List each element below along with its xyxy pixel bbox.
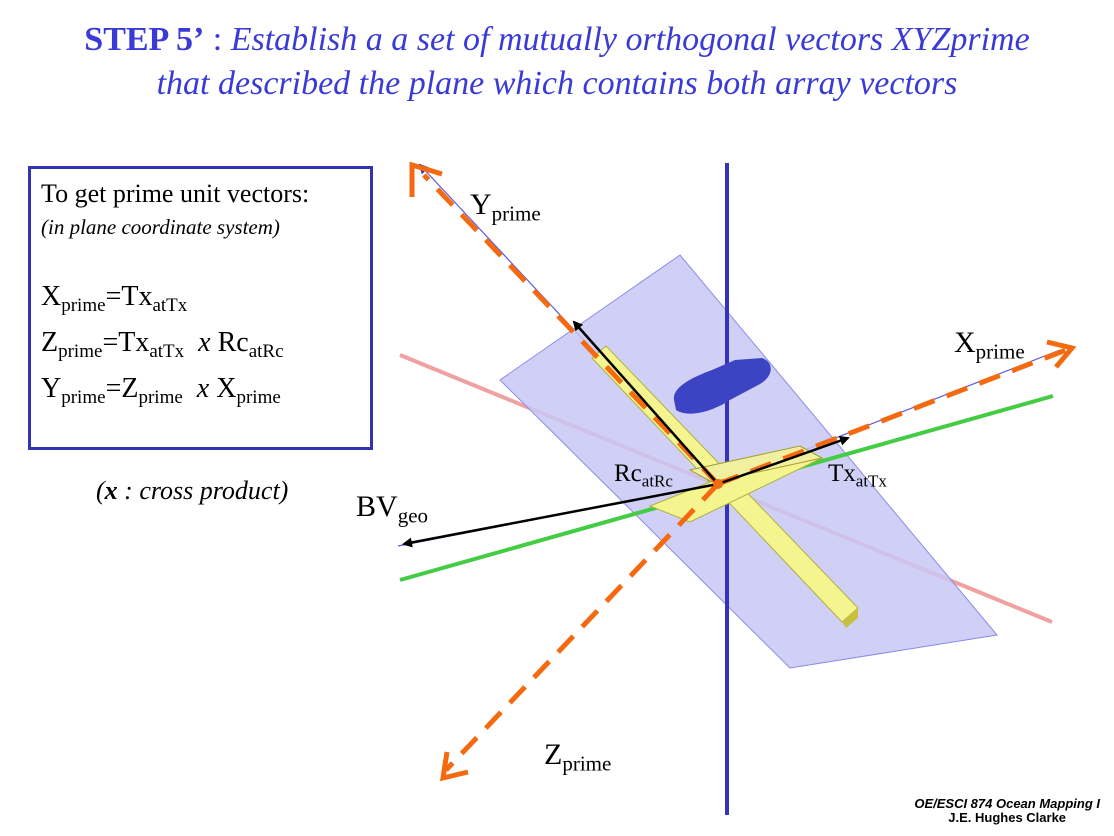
eq3-term-b: X (216, 373, 237, 404)
eq1-lhs: X (41, 281, 62, 312)
instruction-box: To get prime unit vectors: (in plane coo… (28, 166, 373, 450)
label-txattx: TxatTx (828, 460, 887, 491)
eq1-equals: = (105, 281, 122, 312)
eq2-term-b-sub: atRc (248, 341, 284, 363)
eq3-lhs-sub: prime (61, 387, 106, 409)
eq2-term-a: Tx (118, 327, 150, 358)
label-xprime: Xprime (954, 326, 1025, 362)
eq1-term-sub: atTx (152, 295, 188, 317)
eq2-term-b: Rc (217, 327, 249, 358)
eq3-lhs: Y (41, 373, 62, 404)
cross-note-text: : cross product) (117, 476, 289, 505)
yprime-vector (422, 173, 720, 486)
label-xprime-base: X (954, 326, 976, 359)
label-yprime-sub: prime (491, 201, 541, 226)
receive-array-bar-side (842, 608, 858, 628)
cross-product-note: (x : cross product) (96, 476, 288, 506)
eq1-term: Tx (121, 281, 153, 312)
label-yprime-base: Y (470, 188, 492, 221)
label-rcatrc-base: Rc (614, 460, 642, 487)
label-rcatrc: RcatRc (614, 460, 673, 491)
label-zprime: Zprime (544, 738, 611, 774)
tx-array-vector (717, 435, 850, 486)
equation-xprime: Xprime=TxatTx (41, 281, 188, 317)
step-label: STEP 5’ (84, 21, 205, 58)
rc-array-vector (572, 320, 719, 485)
credit-course: OE/ESCI 874 Ocean Mapping I (914, 796, 1100, 811)
eq1-lhs-sub: prime (61, 295, 106, 317)
eq3-term-a-sub: prime (138, 387, 183, 409)
xprime-arrowhead (1046, 339, 1077, 369)
equation-zprime: Zprime=TxatTx x RcatRc (41, 327, 284, 363)
eq2-lhs: Z (41, 327, 59, 358)
label-txattx-sub: atTx (855, 471, 887, 491)
label-zprime-base: Z (544, 738, 563, 771)
eq3-term-a: Z (121, 373, 139, 404)
equation-yprime: Yprime=Zprime x Xprime (41, 373, 281, 409)
yprime-arrowhead (409, 161, 443, 197)
credit-author: J.E. Hughes Clarke (948, 810, 1067, 825)
origin-point (713, 479, 723, 489)
eq2-equals: = (102, 327, 119, 358)
eq2-cross-op: x (198, 327, 211, 358)
title-separator: : (204, 21, 231, 58)
label-txattx-base: Tx (828, 460, 856, 487)
eq3-equals: = (105, 373, 122, 404)
label-bvgeo-sub: geo (397, 503, 429, 528)
label-bvgeo-base: BV (356, 490, 398, 523)
bv-geo-vector (402, 482, 719, 548)
box-heading: To get prime unit vectors: (41, 179, 310, 208)
label-zprime-sub: prime (562, 751, 612, 776)
vessel-icon (673, 358, 771, 414)
title-line-2: that described the plane which contains … (156, 65, 958, 102)
credit-footer: OE/ESCI 874 Ocean Mapping I J.E. Hughes … (914, 797, 1100, 825)
zprime-arrowhead (439, 751, 469, 782)
label-xprime-sub: prime (975, 339, 1025, 364)
eq2-lhs-sub: prime (58, 341, 103, 363)
eq3-term-b-sub: prime (236, 387, 281, 409)
zprime-vector (444, 482, 720, 772)
cross-note-open: ( (96, 476, 105, 505)
title-line-1: STEP 5’ : Establish a a set of mutually … (0, 18, 1114, 62)
box-subheading: (in plane coordinate system) (41, 215, 280, 239)
label-yprime: Yprime (470, 188, 541, 224)
cross-note-symbol: x (104, 476, 118, 505)
xprime-vector (717, 347, 1067, 487)
title-line-1-text: Establish a a set of mutually orthogonal… (230, 21, 1030, 58)
label-rcatrc-sub: atRc (641, 471, 673, 491)
label-bvgeo: BVgeo (356, 490, 428, 526)
eq3-cross-op: x (196, 373, 210, 404)
eq2-term-a-sub: atTx (149, 341, 185, 363)
slide-title: STEP 5’ : Establish a a set of mutually … (0, 18, 1114, 106)
